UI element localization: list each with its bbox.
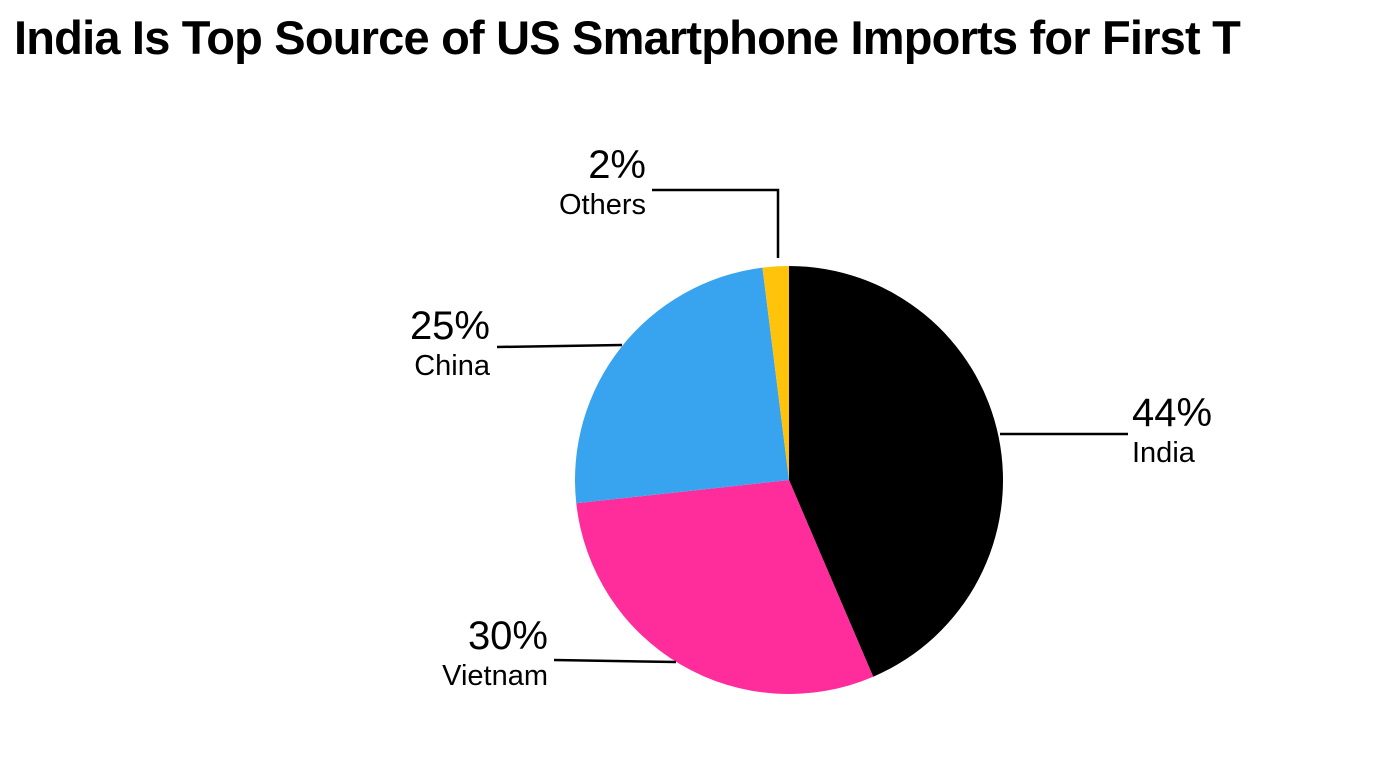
callout-others-value: 2% (588, 143, 646, 187)
callout-china-value: 25% (409, 304, 490, 348)
leader-line-china (496, 343, 623, 349)
callout-vietnam: 30% Vietnam (298, 613, 548, 693)
callout-india-label: India (1132, 437, 1195, 469)
pie-slice-india (789, 266, 1003, 677)
leader-line-others (652, 188, 780, 258)
callout-vietnam-value: 30% (467, 614, 548, 658)
callout-others-label: Others (558, 189, 646, 221)
callout-china: 25% China (240, 303, 490, 383)
pie-slice-china (575, 267, 789, 504)
pie-slices-group (575, 266, 1003, 695)
callout-india-value: 44% (1132, 391, 1213, 435)
callout-india: 44% India (1132, 390, 1382, 470)
leader-line-vietnam (553, 658, 677, 664)
callout-vietnam-label: Vietnam (442, 660, 548, 692)
pie-slice-vietnam (576, 480, 874, 695)
chart-title: India Is Top Source of US Smartphone Imp… (14, 11, 1241, 64)
callout-china-label: China (414, 350, 490, 382)
callout-others: 2% Others (396, 142, 646, 222)
pie-slice-others (762, 266, 789, 480)
